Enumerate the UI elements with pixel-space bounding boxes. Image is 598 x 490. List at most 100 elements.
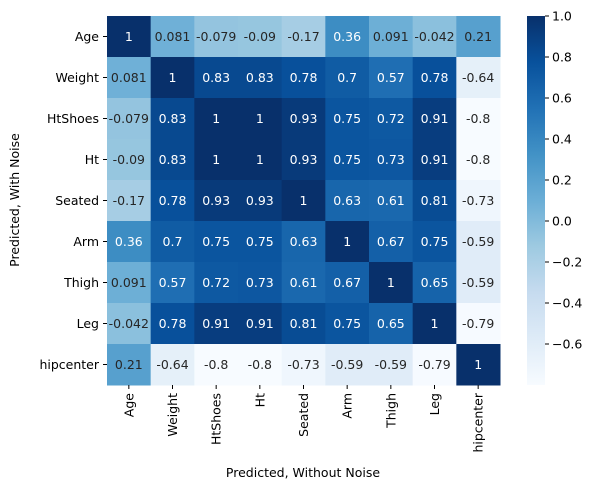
heatmap-cell	[456, 180, 501, 222]
cell-value-label: 1	[256, 152, 264, 167]
heatmap-cell	[456, 57, 501, 99]
cell-value-label: -0.8	[466, 152, 490, 167]
cell-value-label: 0.78	[421, 70, 449, 85]
heatmap-cell	[281, 180, 326, 222]
heatmap-cell	[412, 139, 457, 181]
cell-value-label: 0.78	[159, 193, 187, 208]
cell-value-label: 0.67	[377, 234, 405, 249]
cell-value-label: 0.63	[290, 234, 318, 249]
cell-value-label: 0.83	[246, 70, 274, 85]
x-tick-label: Leg	[427, 393, 442, 415]
heatmap-cell	[150, 303, 195, 345]
cell-value-label: -0.042	[109, 316, 149, 331]
heatmap-cell	[281, 303, 326, 345]
heatmap-cell	[107, 139, 152, 181]
cell-value-label: -0.8	[466, 111, 490, 126]
cell-value-label: -0.64	[156, 357, 188, 372]
heatmap-cell	[412, 221, 457, 263]
cell-value-label: 0.7	[337, 70, 357, 85]
cell-value-label: 0.36	[333, 29, 361, 44]
heatmap-cell	[325, 180, 370, 222]
cell-value-label: -0.09	[244, 29, 276, 44]
cell-value-label: 0.75	[333, 152, 361, 167]
heatmap-cell	[194, 98, 239, 140]
heatmap-cell	[412, 180, 457, 222]
heatmap-cell	[194, 303, 239, 345]
cell-value-label: 0.57	[159, 275, 187, 290]
cell-value-label: 0.21	[115, 357, 143, 372]
cell-value-label: -0.59	[462, 234, 494, 249]
colorbar-ticks: 1.0 0.8 0.6 0.4 0.2 0.0 −0.2 −0.4 −0.6	[545, 9, 582, 352]
cell-value-label: 0.91	[421, 152, 449, 167]
cell-value-label: 1	[343, 234, 351, 249]
heatmap-cell	[369, 303, 414, 345]
cell-value-label: 1	[387, 275, 395, 290]
cell-value-label: -0.59	[331, 357, 363, 372]
cell-value-label: -0.73	[462, 193, 494, 208]
heatmap-cell	[281, 139, 326, 181]
heatmap-cell	[107, 262, 152, 304]
cell-value-label: 0.93	[290, 111, 318, 126]
heatmap-cell	[150, 16, 195, 58]
heatmap-cell	[412, 16, 457, 58]
heatmap-cell	[325, 16, 370, 58]
colorbar: 1.0 0.8 0.6 0.4 0.2 0.0 −0.2 −0.4 −0.6	[527, 9, 582, 385]
heatmap-cell	[281, 98, 326, 140]
colorbar-gradient	[527, 16, 545, 385]
x-tick-label: Weight	[165, 393, 180, 437]
cell-value-label: 0.61	[377, 193, 405, 208]
x-tick-label: HtShoes	[209, 393, 224, 445]
x-tick-label: Arm	[340, 393, 355, 419]
heatmap-cell	[412, 344, 457, 386]
heatmap-cell	[238, 16, 283, 58]
x-tick-label: Seated	[296, 393, 311, 437]
cell-value-label: 1	[256, 111, 264, 126]
heatmap-cell	[238, 303, 283, 345]
cell-value-label: -0.079	[109, 111, 149, 126]
heatmap-cell	[325, 303, 370, 345]
cell-value-label: 0.72	[377, 111, 405, 126]
x-tick-label: Age	[121, 393, 136, 417]
cell-value-label: -0.79	[418, 357, 450, 372]
cell-value-label: 0.83	[202, 70, 230, 85]
cell-value-label: 0.75	[202, 234, 230, 249]
cell-value-label: 0.91	[246, 316, 274, 331]
x-axis-label: Predicted, Without Noise	[226, 465, 380, 480]
cell-value-label: -0.17	[287, 29, 319, 44]
cell-value-label: 0.61	[290, 275, 318, 290]
heatmap-cell	[107, 221, 152, 263]
heatmap-cell	[281, 221, 326, 263]
heatmap-cell	[369, 221, 414, 263]
cell-value-label: 0.36	[115, 234, 143, 249]
heatmap-cell	[456, 303, 501, 345]
y-tick-label: Thigh	[63, 275, 99, 290]
cell-value-label: 1	[474, 357, 482, 372]
heatmap-cell	[150, 221, 195, 263]
cell-value-label: 0.83	[159, 111, 187, 126]
y-tick-label: Weight	[55, 70, 99, 85]
heatmap-cell	[238, 139, 283, 181]
y-tick-label: Leg	[77, 316, 99, 331]
cell-value-label: -0.79	[462, 316, 494, 331]
heatmap-cell	[107, 180, 152, 222]
heatmap-cell	[369, 344, 414, 386]
x-tick-label: Ht	[252, 393, 267, 407]
cell-value-label: 0.81	[421, 193, 449, 208]
cell-value-label: 0.67	[333, 275, 361, 290]
y-axis-label: Predicted, With Noise	[7, 133, 22, 267]
cell-value-label: 0.81	[290, 316, 318, 331]
heatmap-cell	[150, 180, 195, 222]
cell-value-label: 1	[300, 193, 308, 208]
heatmap-cell	[456, 98, 501, 140]
cell-value-label: 0.75	[246, 234, 274, 249]
cell-value-label: -0.8	[248, 357, 272, 372]
cell-value-label: 0.93	[202, 193, 230, 208]
cell-value-label: 0.83	[159, 152, 187, 167]
colorbar-tick-label: 0.2	[552, 173, 572, 188]
colorbar-tick-label: 1.0	[552, 9, 572, 24]
x-axis-ticks: Age Weight HtShoes Ht Seated Arm Thigh Leg hipce…	[121, 385, 486, 453]
heatmap-cell	[281, 262, 326, 304]
y-tick-label: Arm	[73, 234, 99, 249]
heatmap-cell	[325, 262, 370, 304]
cell-value-label: 0.72	[202, 275, 230, 290]
